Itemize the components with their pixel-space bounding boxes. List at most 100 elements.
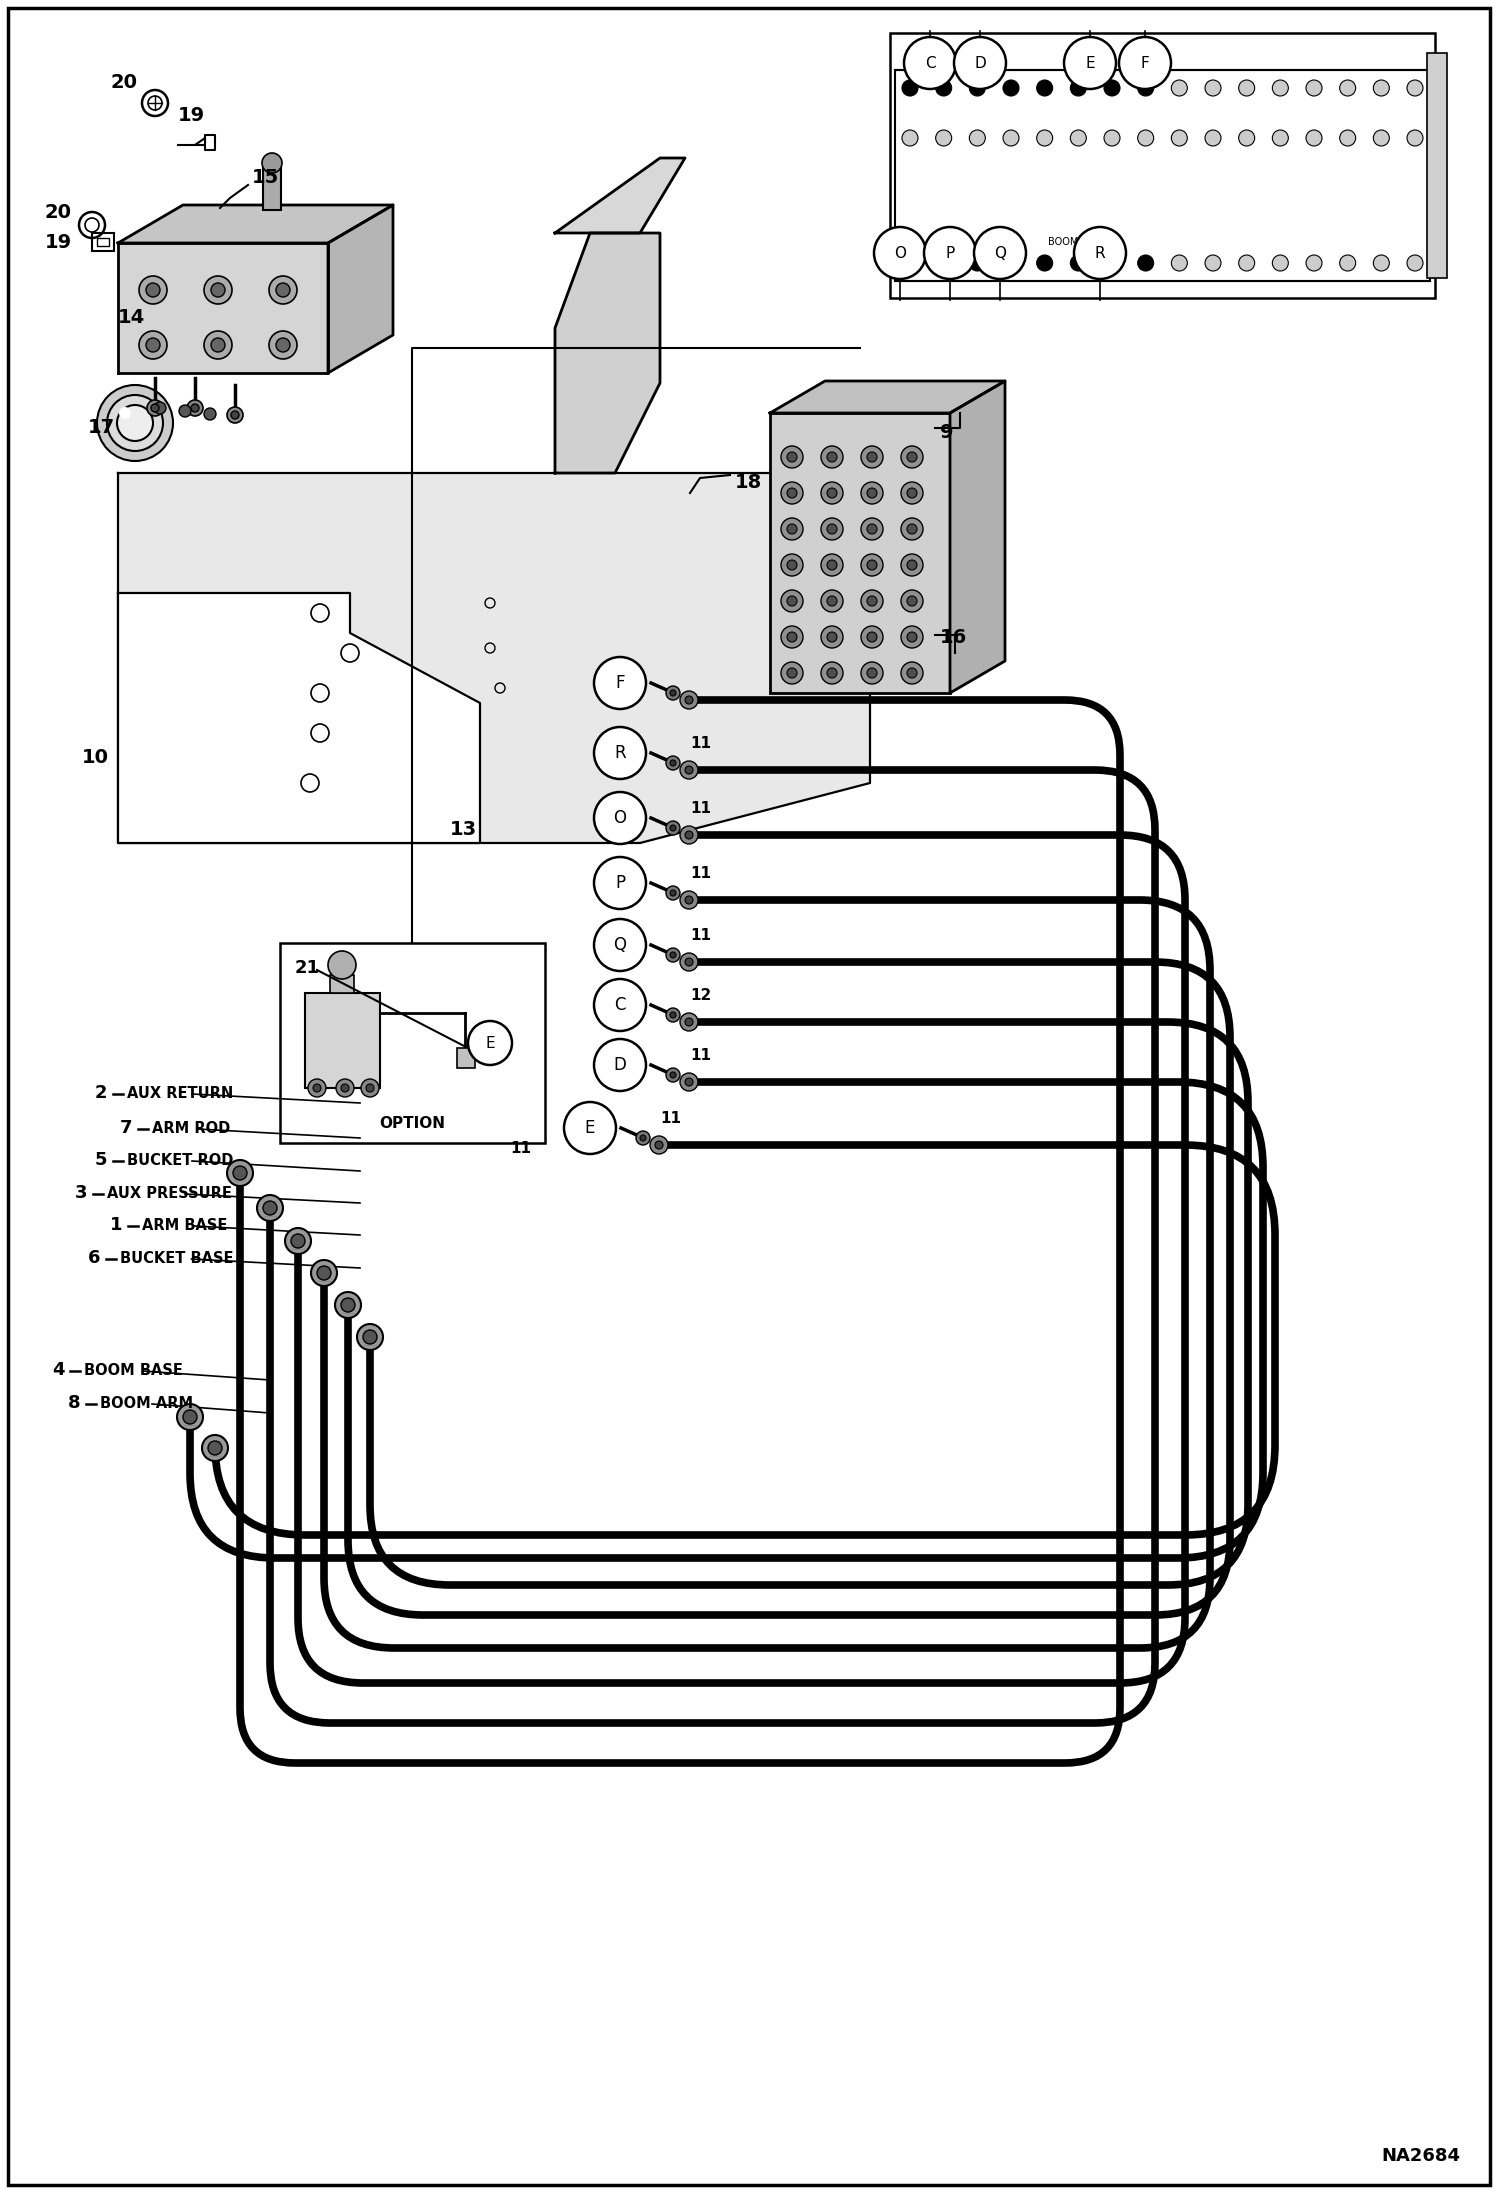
Circle shape bbox=[821, 662, 843, 684]
Circle shape bbox=[786, 452, 797, 463]
Circle shape bbox=[685, 695, 694, 704]
Text: BUCKET ROD: BUCKET ROD bbox=[127, 1154, 234, 1169]
Circle shape bbox=[1037, 79, 1053, 96]
Circle shape bbox=[313, 1083, 321, 1092]
Text: 19: 19 bbox=[45, 232, 72, 252]
Text: 20: 20 bbox=[45, 204, 72, 221]
Circle shape bbox=[786, 559, 797, 570]
Text: R: R bbox=[1095, 246, 1106, 261]
Text: 16: 16 bbox=[941, 627, 968, 647]
Circle shape bbox=[821, 482, 843, 504]
Circle shape bbox=[936, 129, 951, 147]
Circle shape bbox=[685, 831, 694, 840]
Circle shape bbox=[1407, 129, 1423, 147]
Circle shape bbox=[827, 669, 837, 678]
Text: R: R bbox=[614, 743, 626, 761]
Circle shape bbox=[1171, 254, 1188, 272]
Circle shape bbox=[357, 1325, 383, 1351]
Circle shape bbox=[924, 228, 977, 279]
Circle shape bbox=[670, 952, 676, 958]
Bar bbox=[330, 976, 354, 993]
Circle shape bbox=[861, 555, 882, 577]
Text: 1: 1 bbox=[109, 1215, 123, 1235]
Circle shape bbox=[974, 228, 1026, 279]
Circle shape bbox=[827, 489, 837, 498]
Circle shape bbox=[336, 1292, 361, 1318]
Circle shape bbox=[821, 590, 843, 612]
Circle shape bbox=[595, 728, 646, 779]
Circle shape bbox=[145, 283, 160, 296]
Circle shape bbox=[467, 1022, 512, 1066]
Text: 11: 11 bbox=[691, 866, 712, 882]
Text: E: E bbox=[485, 1035, 494, 1050]
Text: E: E bbox=[584, 1118, 595, 1136]
Circle shape bbox=[906, 632, 917, 643]
Circle shape bbox=[685, 765, 694, 774]
Circle shape bbox=[204, 331, 232, 360]
Text: 4: 4 bbox=[52, 1362, 64, 1379]
Bar bbox=[306, 993, 380, 1088]
Polygon shape bbox=[118, 204, 392, 243]
Circle shape bbox=[969, 254, 986, 272]
Circle shape bbox=[906, 489, 917, 498]
Circle shape bbox=[342, 1083, 349, 1092]
Circle shape bbox=[285, 1228, 312, 1254]
Circle shape bbox=[1004, 79, 1019, 96]
Text: 3: 3 bbox=[75, 1184, 87, 1202]
Circle shape bbox=[1374, 254, 1389, 272]
Circle shape bbox=[177, 1404, 204, 1430]
Circle shape bbox=[187, 399, 204, 417]
Circle shape bbox=[780, 555, 803, 577]
Circle shape bbox=[1204, 79, 1221, 96]
Text: 8: 8 bbox=[67, 1395, 81, 1412]
Circle shape bbox=[1204, 254, 1221, 272]
Circle shape bbox=[900, 590, 923, 612]
Circle shape bbox=[595, 919, 646, 971]
Text: ARM BASE: ARM BASE bbox=[142, 1217, 228, 1232]
Circle shape bbox=[670, 825, 676, 831]
Circle shape bbox=[1104, 79, 1121, 96]
Circle shape bbox=[685, 958, 694, 965]
Circle shape bbox=[1239, 79, 1255, 96]
Circle shape bbox=[670, 890, 676, 897]
Circle shape bbox=[106, 395, 163, 452]
Circle shape bbox=[969, 79, 986, 96]
Polygon shape bbox=[770, 382, 1005, 412]
Text: OPTION: OPTION bbox=[379, 1116, 445, 1132]
Bar bbox=[97, 239, 109, 246]
Text: BOOM: BOOM bbox=[1049, 237, 1079, 248]
Circle shape bbox=[900, 625, 923, 647]
Circle shape bbox=[900, 518, 923, 539]
Circle shape bbox=[1407, 254, 1423, 272]
Circle shape bbox=[309, 1079, 327, 1096]
Circle shape bbox=[827, 524, 837, 535]
Bar bbox=[1428, 53, 1447, 279]
Text: P: P bbox=[945, 246, 954, 261]
Circle shape bbox=[342, 1298, 355, 1311]
Circle shape bbox=[117, 406, 153, 441]
Text: O: O bbox=[894, 246, 906, 261]
Text: NA2684: NA2684 bbox=[1381, 2147, 1461, 2164]
Circle shape bbox=[204, 408, 216, 421]
Circle shape bbox=[1339, 254, 1356, 272]
Circle shape bbox=[780, 445, 803, 467]
Circle shape bbox=[1272, 254, 1288, 272]
Circle shape bbox=[780, 482, 803, 504]
Circle shape bbox=[1064, 37, 1116, 90]
Text: 11: 11 bbox=[691, 737, 712, 750]
Text: BOOM ARM: BOOM ARM bbox=[100, 1397, 193, 1410]
Text: 13: 13 bbox=[449, 820, 478, 840]
Circle shape bbox=[861, 482, 882, 504]
Circle shape bbox=[1306, 79, 1323, 96]
Circle shape bbox=[1239, 254, 1255, 272]
Circle shape bbox=[204, 276, 232, 305]
Circle shape bbox=[264, 1202, 277, 1215]
Circle shape bbox=[276, 283, 291, 296]
Polygon shape bbox=[554, 158, 685, 232]
Circle shape bbox=[667, 886, 680, 899]
Circle shape bbox=[786, 524, 797, 535]
Circle shape bbox=[270, 276, 297, 305]
Text: 6: 6 bbox=[88, 1250, 100, 1268]
Text: 19: 19 bbox=[178, 105, 205, 125]
Circle shape bbox=[900, 445, 923, 467]
